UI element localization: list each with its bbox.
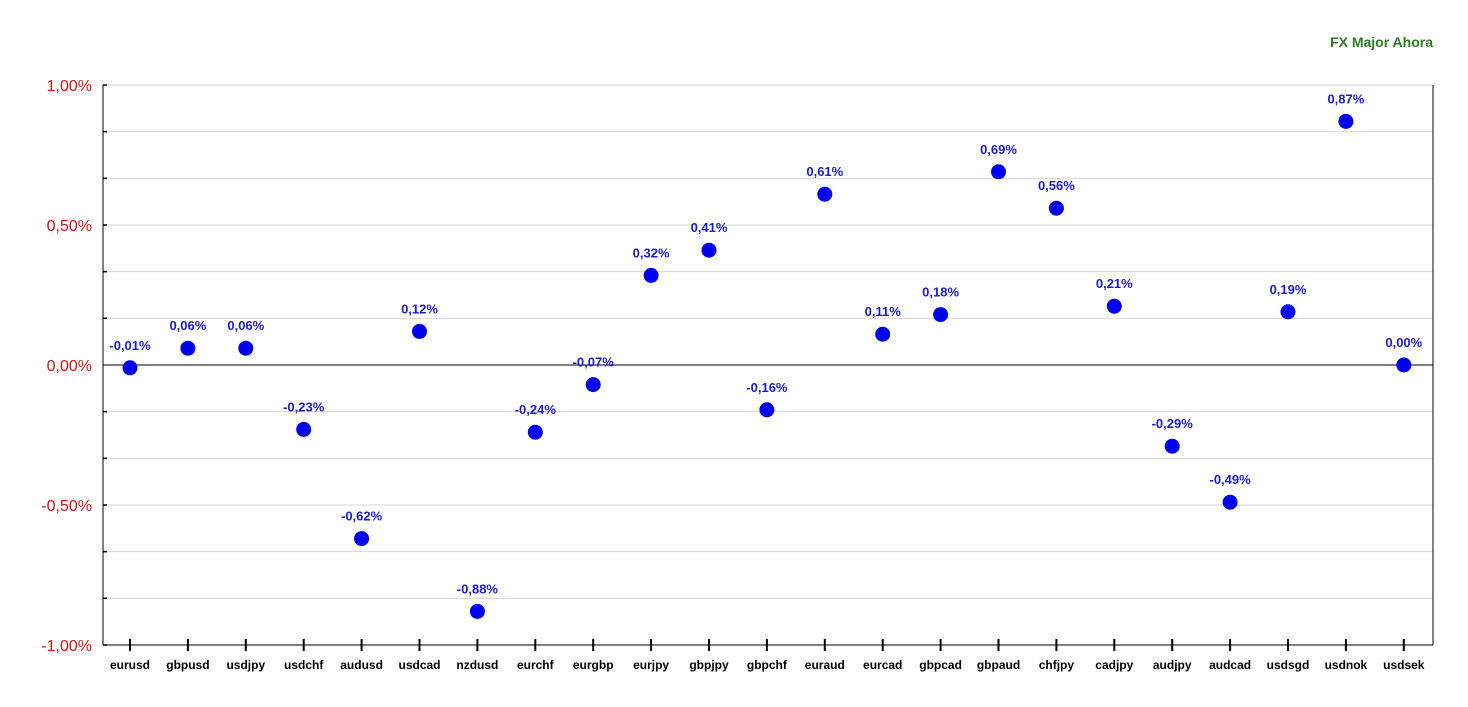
- data-label: 0,06%: [227, 318, 264, 333]
- data-point: [759, 402, 775, 418]
- x-tick-label: usdsek: [1383, 658, 1425, 672]
- data-label: 0,06%: [169, 318, 206, 333]
- x-tick-label: eurgbp: [573, 658, 614, 672]
- data-label: 0,18%: [922, 285, 959, 300]
- x-tick-label: gbpcad: [919, 658, 962, 672]
- data-point: [1280, 304, 1296, 320]
- data-point: [1106, 298, 1122, 314]
- data-label: 0,61%: [806, 164, 843, 179]
- data-point: [875, 326, 891, 342]
- y-tick-label: -0,50%: [41, 498, 92, 515]
- data-label: -0,07%: [573, 355, 615, 370]
- data-point: [180, 340, 196, 356]
- y-tick-label: 1,00%: [47, 78, 92, 95]
- data-point: [1222, 494, 1238, 510]
- x-tick-label: usdjpy: [226, 658, 265, 672]
- data-point: [296, 421, 312, 437]
- data-point: [469, 603, 485, 619]
- axis-layer: [102, 84, 1434, 651]
- data-label: 0,41%: [691, 220, 728, 235]
- x-tick-label: eurusd: [110, 658, 150, 672]
- data-points: [122, 113, 1412, 619]
- data-label: -0,29%: [1152, 416, 1194, 431]
- data-point: [991, 164, 1006, 180]
- data-label: 0,19%: [1270, 282, 1307, 297]
- x-tick-label: usdnok: [1325, 658, 1368, 672]
- data-label: 0,12%: [401, 301, 438, 316]
- x-tick-label: gbpaud: [977, 658, 1020, 672]
- data-point: [1396, 357, 1412, 373]
- data-label: -0,88%: [457, 581, 499, 596]
- x-tick-label: audcad: [1209, 658, 1251, 672]
- data-point: [1338, 113, 1354, 129]
- x-tick-label: nzdusd: [456, 658, 498, 672]
- y-tick-label: 0,50%: [47, 218, 92, 235]
- data-point: [933, 307, 949, 323]
- x-tick-label: gbpusd: [166, 658, 209, 672]
- x-tick-labels: eurusd gbpusd usdjpy usdchf audusd usdcad nzdu…: [110, 658, 1425, 672]
- x-tick-label: audusd: [340, 658, 383, 672]
- x-tick-label: audjpy: [1153, 658, 1192, 672]
- x-tick-label: gbpjpy: [689, 658, 729, 672]
- x-tick-label: chfjpy: [1039, 658, 1075, 672]
- data-label: -0,49%: [1209, 472, 1251, 487]
- x-tick-label: eurjpy: [633, 658, 669, 672]
- data-point: [238, 340, 254, 356]
- data-point: [527, 424, 543, 440]
- data-point: [701, 242, 717, 258]
- data-point: [1048, 200, 1064, 216]
- data-point: [585, 377, 601, 393]
- x-tick-label: euraud: [805, 658, 845, 672]
- y-tick-label: 0,00%: [47, 358, 92, 375]
- data-point: [122, 360, 138, 376]
- x-tick-label: usdsgd: [1267, 658, 1310, 672]
- chart-title: FX Major Ahora: [1330, 34, 1433, 50]
- data-point: [354, 531, 370, 547]
- data-point: [817, 186, 833, 202]
- x-tick-label: usdchf: [284, 658, 324, 672]
- data-label: 0,00%: [1385, 335, 1422, 350]
- data-label: 0,87%: [1327, 91, 1364, 106]
- data-label: 0,32%: [633, 245, 670, 260]
- y-tick-labels: 1,00% 0,50% 0,00% -0,50% -1,00%: [41, 78, 92, 655]
- data-point: [1164, 438, 1180, 454]
- x-tick-label: cadjpy: [1095, 658, 1133, 672]
- y-tick-label: -1,00%: [41, 638, 92, 655]
- data-label: -0,62%: [341, 509, 383, 524]
- data-labels: -0,01% 0,06% 0,06% -0,23% -0,62% 0,12% -0,88% -…: [109, 91, 1422, 596]
- data-label: 0,69%: [980, 142, 1017, 157]
- data-label: 0,11%: [865, 304, 902, 319]
- x-tick-label: eurcad: [863, 658, 902, 672]
- data-label: -0,16%: [746, 380, 788, 395]
- data-label: -0,23%: [283, 399, 325, 414]
- x-tick-label: gbpchf: [747, 658, 788, 672]
- data-point: [643, 267, 659, 283]
- data-label: -0,24%: [515, 402, 557, 417]
- data-label: 0,56%: [1038, 178, 1075, 193]
- data-point: [412, 323, 427, 339]
- data-label: -0,01%: [109, 338, 151, 353]
- x-tick-label: eurchf: [517, 658, 555, 672]
- x-tick-label: usdcad: [398, 658, 440, 672]
- data-label: 0,21%: [1096, 276, 1133, 291]
